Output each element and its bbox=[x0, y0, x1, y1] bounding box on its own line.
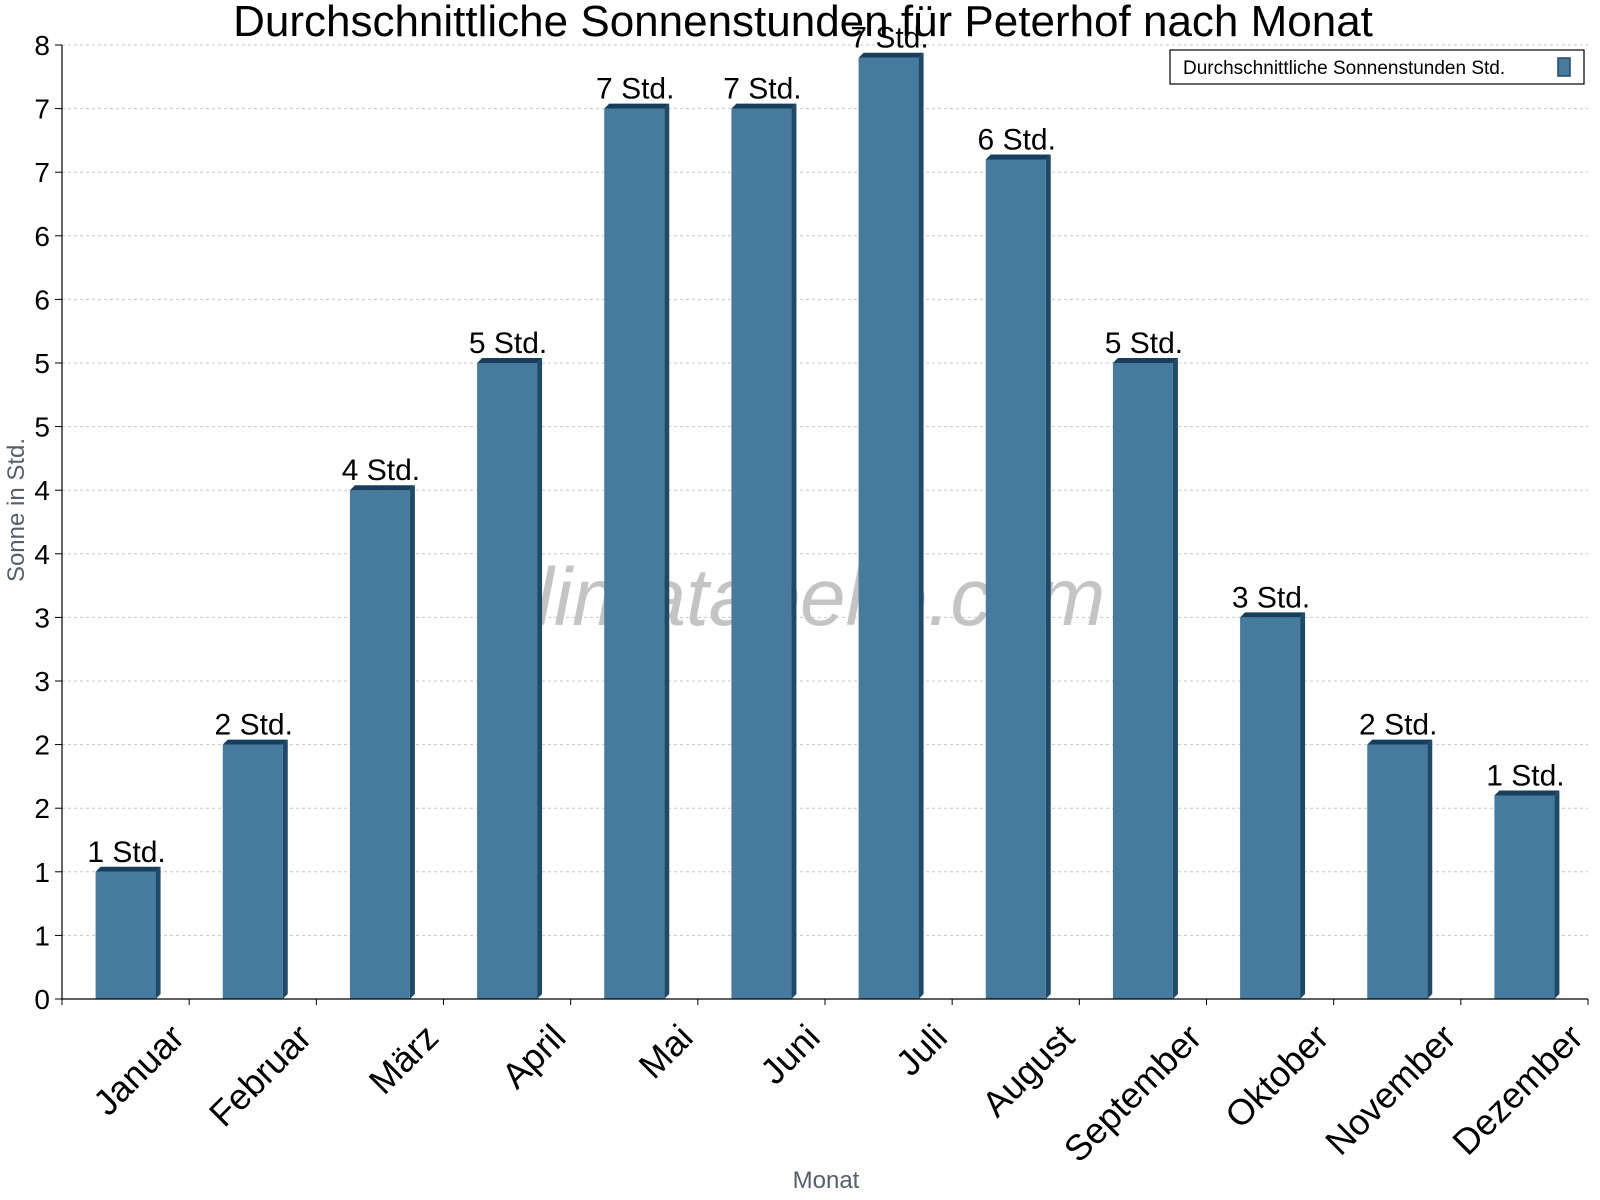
bar-top bbox=[1367, 739, 1433, 745]
legend-label: Durchschnittliche Sonnenstunden Std. bbox=[1183, 58, 1505, 79]
data-label: 1 Std. bbox=[1486, 759, 1564, 792]
data-label: 2 Std. bbox=[215, 709, 293, 742]
axes bbox=[55, 44, 1589, 1005]
x-tick-label: August bbox=[974, 1016, 1082, 1124]
bar-side bbox=[791, 103, 797, 1000]
data-label: 7 Std. bbox=[850, 22, 928, 55]
bar-top bbox=[1240, 612, 1306, 618]
bar bbox=[95, 871, 156, 999]
bar-top bbox=[1112, 358, 1178, 363]
bar-side bbox=[918, 52, 924, 1000]
bar-side bbox=[537, 358, 543, 999]
x-tick-label: Januar bbox=[85, 1016, 192, 1123]
x-tick-label: Dezember bbox=[1444, 1016, 1590, 1162]
x-tick-label: März bbox=[361, 1016, 447, 1102]
y-axis-title: Sonne in Std. bbox=[3, 438, 30, 582]
bar-side bbox=[1045, 154, 1051, 1000]
bar-side bbox=[1300, 612, 1306, 999]
data-label: 7 Std. bbox=[596, 73, 674, 106]
bar-top bbox=[349, 485, 415, 491]
y-tick-label: 1 bbox=[34, 857, 50, 888]
data-label: 5 Std. bbox=[469, 327, 547, 360]
data-label: 6 Std. bbox=[978, 123, 1056, 156]
bar-top bbox=[1494, 790, 1560, 796]
bar-side bbox=[155, 866, 161, 999]
bar-top bbox=[731, 103, 797, 109]
x-tick-label: Juli bbox=[888, 1016, 955, 1083]
x-tick-label: Februar bbox=[201, 1016, 319, 1134]
bar bbox=[1494, 795, 1555, 999]
y-tick-label: 4 bbox=[34, 539, 50, 570]
y-tick-label: 2 bbox=[34, 793, 50, 824]
y-tick-label: 4 bbox=[34, 475, 50, 506]
bar bbox=[731, 108, 792, 1000]
bar-side bbox=[664, 103, 670, 1000]
bar-top bbox=[858, 52, 924, 58]
bar-top bbox=[222, 739, 288, 745]
data-label: 4 Std. bbox=[342, 454, 420, 487]
bar-top bbox=[95, 866, 161, 872]
bar bbox=[858, 57, 919, 1000]
bar-side bbox=[1554, 790, 1560, 999]
legend: Durchschnittliche Sonnenstunden Std. bbox=[1169, 49, 1585, 85]
bar-top bbox=[985, 154, 1051, 160]
bar-side bbox=[1172, 358, 1178, 999]
bar-top bbox=[604, 103, 670, 109]
y-tick-label: 2 bbox=[34, 730, 50, 761]
bar bbox=[349, 490, 410, 999]
x-axis-title: Monat bbox=[793, 1167, 860, 1194]
bar bbox=[604, 108, 665, 1000]
x-tick-label: Juni bbox=[752, 1016, 828, 1092]
bar bbox=[1240, 617, 1301, 999]
x-tick-label: Mai bbox=[631, 1016, 701, 1086]
bar bbox=[222, 744, 283, 999]
bar bbox=[1367, 744, 1428, 999]
x-tick-label: November bbox=[1317, 1016, 1463, 1162]
bar-side bbox=[1427, 739, 1433, 999]
y-tick-label: 7 bbox=[34, 157, 50, 188]
gridlines bbox=[62, 44, 1588, 936]
y-tick-label: 0 bbox=[34, 984, 50, 1015]
data-label: 2 Std. bbox=[1359, 709, 1437, 742]
chart-title: Durchschnittliche Sonnenstunden für Pete… bbox=[233, 0, 1373, 46]
x-tick-label: Oktober bbox=[1217, 1016, 1337, 1136]
y-tick-label: 7 bbox=[34, 94, 50, 125]
y-tick-label: 5 bbox=[34, 348, 50, 379]
bars: 1 Std. 2 Std. 4 Std. 5 Std. 7 Std. 7 Std. 7 St… bbox=[87, 22, 1565, 1000]
y-tick-label: 8 bbox=[34, 30, 50, 61]
legend-box bbox=[1169, 49, 1585, 85]
bar bbox=[985, 159, 1046, 1000]
x-tick-label: April bbox=[493, 1016, 573, 1096]
legend-swatch bbox=[1557, 57, 1571, 77]
y-tick-label: 5 bbox=[34, 412, 50, 443]
x-tick-label: September bbox=[1056, 1016, 1210, 1170]
data-label: 1 Std. bbox=[87, 836, 165, 869]
data-label: 5 Std. bbox=[1105, 327, 1183, 360]
data-label: 7 Std. bbox=[723, 73, 801, 106]
bar-top bbox=[477, 358, 543, 363]
bar-side bbox=[282, 739, 288, 999]
bar-side bbox=[409, 485, 415, 999]
y-tick-label: 6 bbox=[34, 284, 50, 315]
y-tick-label: 3 bbox=[34, 602, 50, 633]
y-tick-label: 3 bbox=[34, 666, 50, 697]
bar bbox=[1112, 363, 1173, 999]
y-tick-labels: 0 1 1 2 2 3 3 4 4 5 5 6 6 7 7 8 bbox=[34, 30, 50, 1015]
x-tick-labels: Januar Februar März April Mai Juni Juli AugustS… bbox=[85, 1016, 1591, 1170]
y-tick-label: 6 bbox=[34, 221, 50, 252]
bar bbox=[477, 363, 538, 999]
data-label: 3 Std. bbox=[1232, 581, 1310, 614]
y-tick-label: 1 bbox=[34, 920, 50, 951]
